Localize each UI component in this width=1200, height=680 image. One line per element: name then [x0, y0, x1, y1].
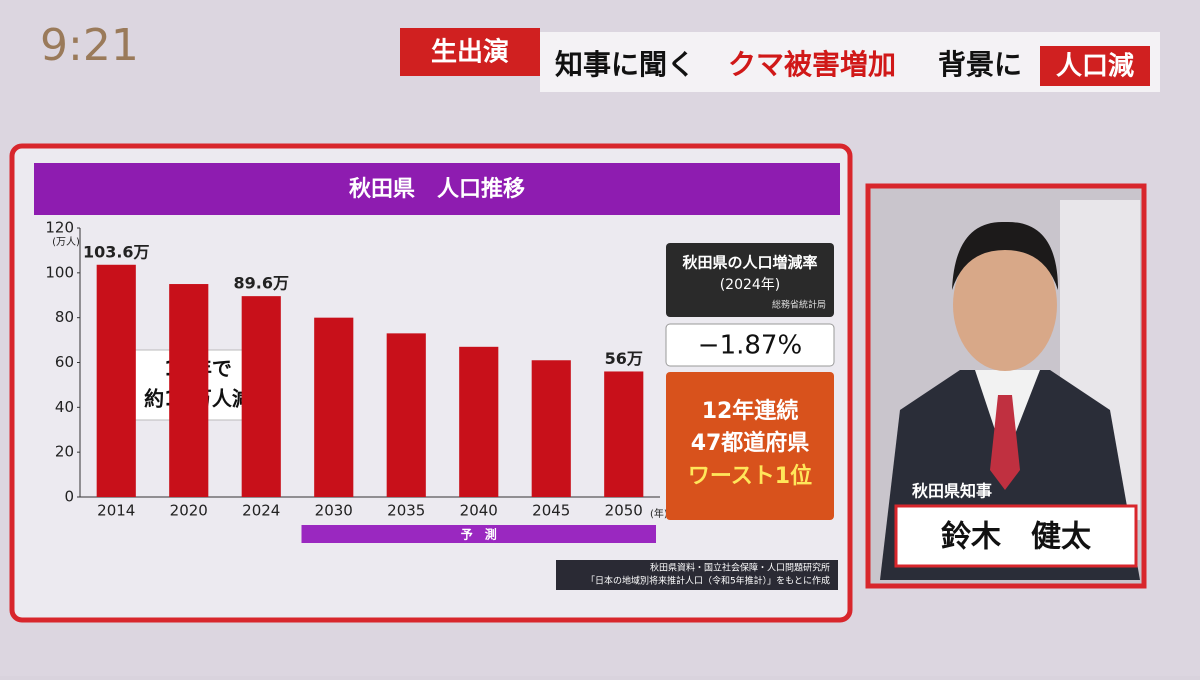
ranking: ワースト1位 [688, 463, 812, 489]
headline: クマ被害増加 [728, 48, 896, 81]
badge: 生出演 [431, 37, 509, 68]
value-label: 103.6万 [83, 242, 150, 261]
y-tick-label: 80 [55, 308, 74, 326]
chart-title: 秋田県 人口推移 [349, 176, 525, 202]
x-tick-label: 2045 [532, 502, 570, 520]
bar [96, 264, 136, 497]
bar [386, 333, 426, 497]
bar [459, 346, 499, 497]
value-label: 89.6万 [234, 274, 289, 293]
source-box [556, 560, 838, 590]
title-bar [34, 163, 840, 215]
rate-year: (2024年) [720, 277, 781, 293]
forecast-label: 予 測 [461, 527, 497, 542]
name-box [894, 504, 1138, 568]
source: 「日本の地域別将来推計人口（令和5年推計）」をもとに作成 [586, 575, 830, 587]
person-tie [990, 395, 1020, 490]
source: 秋田県資料・国立社会保障・人口問題研究所 [650, 562, 830, 574]
bar [241, 296, 281, 497]
person-face [953, 239, 1057, 371]
x-tick-label: 2040 [460, 502, 498, 520]
rate-title-box [666, 243, 834, 317]
ranking: 47都道府県 [691, 430, 810, 456]
rate-title: 秋田県の人口増減率 [682, 254, 817, 272]
x-tick-label: 2014 [97, 502, 135, 520]
highlight-bg [1040, 46, 1150, 86]
x-tick-label: 2024 [242, 502, 280, 520]
bar [604, 371, 644, 497]
badge-bg [400, 28, 540, 76]
x-tick-label: 2035 [387, 502, 425, 520]
x-unit: (年) [650, 507, 668, 520]
headline: 知事に聞く [555, 48, 695, 81]
bar [169, 284, 209, 497]
rate: −1.87% [698, 331, 802, 361]
y-tick-label: 60 [55, 353, 74, 371]
clock: 9:21 [40, 20, 139, 71]
person-hair [952, 221, 1058, 290]
ranking-box [666, 372, 834, 520]
x-tick-label: 2030 [315, 502, 353, 520]
bar [314, 317, 354, 497]
x-tick-label: 2020 [170, 502, 208, 520]
headline: 背景に [938, 48, 1022, 81]
x-tick-label: 2050 [605, 502, 643, 520]
y-tick-label: 120 [45, 219, 74, 237]
ranking: 12年連続 [702, 398, 799, 424]
y-tick-label: 20 [55, 443, 74, 461]
rate-source: 総務省統計局 [772, 299, 826, 311]
forecast-band [301, 525, 656, 543]
y-tick-label: 40 [55, 398, 74, 416]
rate-box [665, 323, 835, 367]
y-tick-label: 100 [45, 263, 74, 281]
guest-name: 鈴木 健太 [941, 520, 1092, 555]
guest-role: 秋田県知事 [912, 482, 992, 501]
bar [531, 360, 571, 497]
value-label: 56万 [605, 349, 643, 368]
y-unit: (万人) [52, 236, 80, 248]
chart-panel [9, 143, 853, 623]
highlight: 人口減 [1056, 52, 1134, 82]
y-tick-label: 0 [64, 488, 74, 506]
